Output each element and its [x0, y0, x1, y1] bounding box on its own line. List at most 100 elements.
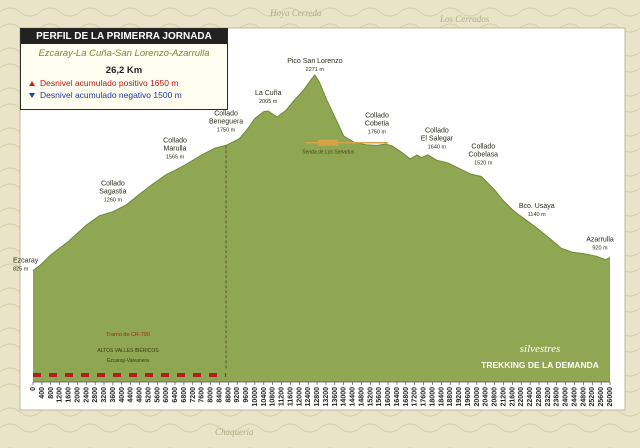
- x-tick-label: 24000: [563, 387, 570, 407]
- x-tick-label: 22800: [536, 387, 543, 407]
- road-segment: [33, 373, 41, 377]
- x-tick-label: 10000: [252, 387, 259, 407]
- waypoint-name: Bco. Usaya: [519, 203, 555, 210]
- road-segment: [225, 373, 227, 377]
- waypoint-altitude: 920 m: [592, 246, 608, 252]
- x-tick-label: 16400: [394, 387, 401, 407]
- x-tick-label: 18400: [438, 387, 445, 407]
- waypoint-name: Pico San Lorenzo: [287, 58, 342, 65]
- waypoint-altitude: 1565 m: [166, 154, 185, 160]
- x-tick-label: 800: [48, 387, 55, 399]
- x-tick-label: 23200: [545, 387, 552, 407]
- road-label: Tramo de CR-790: [106, 332, 150, 338]
- x-tick-label: 12800: [314, 387, 321, 407]
- x-tick-label: 10800: [270, 387, 277, 407]
- x-tick-label: 26000: [607, 387, 614, 407]
- x-tick-label: 11600: [287, 387, 294, 406]
- x-tick-label: 9200: [234, 387, 241, 403]
- x-tick-label: 10400: [261, 387, 268, 407]
- road-segment: [65, 373, 73, 377]
- x-tick-label: 16000: [385, 387, 392, 407]
- x-tick-label: 5600: [154, 387, 161, 403]
- x-tick-label: 24400: [571, 387, 578, 407]
- waypoint-name: Marulla: [164, 145, 187, 152]
- waypoint-name: Azarrulla: [586, 237, 614, 244]
- waypoint-name: Collado: [163, 137, 187, 144]
- road-segment: [97, 373, 105, 377]
- waypoint-altitude: 2005 m: [259, 99, 278, 105]
- x-tick-label: 16800: [403, 387, 410, 407]
- x-tick-label: 24800: [580, 387, 587, 407]
- x-tick-label: 14400: [350, 387, 357, 407]
- x-tick-label: 8000: [208, 387, 215, 403]
- waypoint-name: Collado: [425, 127, 449, 134]
- x-tick-label: 8800: [225, 387, 232, 403]
- x-tick-label: 14800: [358, 387, 365, 407]
- waypoint-altitude: 1520 m: [474, 161, 493, 167]
- x-tick-label: 12000: [296, 387, 303, 407]
- waypoint-name: Sagastia: [99, 189, 126, 196]
- waypoint-name: Collado: [101, 181, 125, 188]
- plateau-marker: [318, 139, 339, 146]
- waypoint-altitude: 1640 m: [428, 144, 447, 150]
- x-tick-label: 25600: [598, 387, 605, 407]
- waypoint-name: El Salegar: [421, 135, 454, 142]
- waypoint-name: Ezcaray: [13, 257, 39, 264]
- road-segment: [161, 373, 169, 377]
- descent-arrow-icon: [29, 93, 35, 99]
- x-tick-label: 14000: [341, 387, 348, 407]
- x-tick-label: 400: [39, 387, 46, 399]
- waypoint-name: Collado: [365, 112, 389, 119]
- waypoint-altitude: 825 m: [13, 266, 29, 272]
- ascent-line: Desnivel acumulado positivo 1650 m: [29, 78, 227, 88]
- descent-line: Desnivel acumulado negativo 1500 m: [29, 90, 227, 100]
- route-name: Ezcaray-La Cuña-San Lorenzo-Azarrulla: [38, 48, 210, 59]
- ascent-text: Desnivel acumulado positivo 1650 m: [40, 78, 179, 88]
- x-tick-label: 3200: [101, 387, 108, 403]
- road-segment: [177, 373, 185, 377]
- x-tick-label: 22000: [518, 387, 525, 407]
- waypoint-altitude: 2271 m: [306, 67, 325, 73]
- x-tick-label: 12400: [305, 387, 312, 407]
- road-sub2: Ezcaray-Valvanera: [107, 358, 149, 364]
- road-segment: [129, 373, 137, 377]
- brand-tagline: TREKKING DE LA DEMANDA: [481, 360, 599, 370]
- waypoint-name: Beneguera: [209, 118, 243, 125]
- x-tick-label: 17600: [421, 387, 428, 407]
- x-tick-label: 3600: [110, 387, 117, 403]
- x-tick-label: 2800: [92, 387, 99, 403]
- info-title: PERFIL DE LA PRIMERRA JORNADA: [21, 29, 227, 44]
- x-tick-label: 4000: [119, 387, 126, 403]
- x-tick-label: 18000: [429, 387, 436, 407]
- route-distance: 26,2 Km: [105, 65, 143, 76]
- x-tick-label: 7600: [199, 387, 206, 403]
- x-tick-label: 22400: [527, 387, 534, 407]
- road-segment: [81, 373, 89, 377]
- road-sub1: ALTOS VALLES IBÉRICOS: [97, 347, 159, 354]
- waypoint-name: Collado: [214, 110, 238, 117]
- road-segment: [209, 373, 217, 377]
- x-tick-label: 19600: [465, 387, 472, 407]
- map-label-1: Hoya Cerreda: [269, 8, 322, 18]
- x-tick-label: 4400: [128, 387, 135, 403]
- map-label-2: Los Cerrados: [439, 14, 490, 24]
- brand-name: silvestres: [520, 343, 561, 355]
- x-tick-label: 20000: [474, 387, 481, 407]
- waypoint-name: La Cuña: [255, 90, 282, 97]
- plateau-label: Senda de Los Senados: [302, 150, 354, 156]
- terrain-area: [33, 75, 610, 382]
- road-segment: [145, 373, 153, 377]
- x-tick-label: 5200: [145, 387, 152, 403]
- waypoint-altitude: 1140 m: [528, 212, 546, 218]
- x-tick-label: 23600: [554, 387, 561, 407]
- x-tick-label: 7200: [190, 387, 197, 403]
- x-tick-label: 13600: [332, 387, 339, 407]
- waypoint-name: Collado: [471, 144, 495, 151]
- x-tick-label: 18800: [447, 387, 454, 407]
- x-tick-label: 0: [30, 387, 37, 391]
- x-tick-label: 20400: [483, 387, 490, 407]
- x-tick-label: 21200: [500, 387, 507, 407]
- map-label-3: Chaquería: [215, 427, 254, 437]
- x-tick-label: 17200: [412, 387, 419, 407]
